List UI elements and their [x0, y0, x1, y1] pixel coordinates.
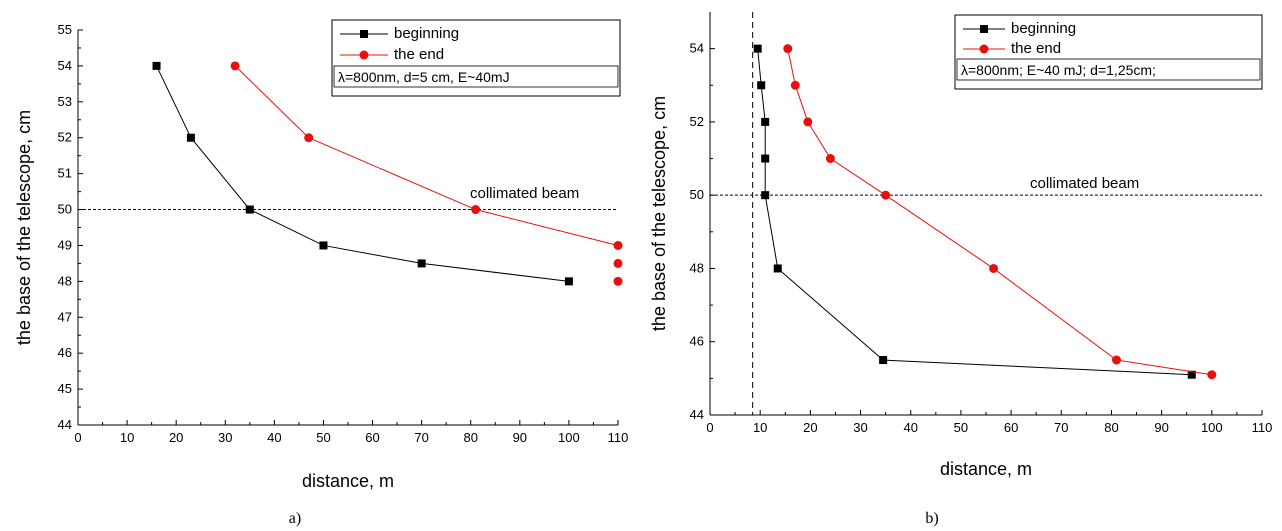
data-point-circle — [790, 80, 800, 90]
x-tick-label: 0 — [74, 430, 81, 445]
x-tick-label: 110 — [1252, 420, 1273, 435]
legend-marker-circle — [979, 44, 989, 54]
x-tick-label: 60 — [1004, 420, 1018, 435]
y-tick-label: 53 — [58, 94, 72, 109]
x-tick-label: 90 — [1154, 420, 1168, 435]
x-tick-label: 80 — [463, 430, 477, 445]
data-point-circle — [304, 133, 314, 143]
y-tick-label: 46 — [690, 334, 704, 349]
x-tick-label: 60 — [365, 430, 379, 445]
x-tick-label: 70 — [1054, 420, 1068, 435]
x-tick-label: 10 — [120, 430, 134, 445]
data-point-circle — [825, 154, 835, 164]
data-point-square — [417, 259, 426, 268]
y-tick-label: 48 — [690, 260, 704, 275]
data-point-circle — [881, 190, 891, 200]
data-point-square — [761, 191, 770, 200]
legend-label: the end — [394, 46, 444, 63]
data-point-circle — [230, 61, 240, 71]
legend-label: beginning — [1011, 20, 1076, 37]
series-line — [234, 65, 619, 246]
y-tick-label: 52 — [58, 130, 72, 145]
legend-note-box — [956, 58, 1261, 81]
x-tick-label: 40 — [267, 430, 281, 445]
x-tick-label: 10 — [753, 420, 767, 435]
y-tick-label: 48 — [58, 273, 72, 288]
y-tick-label: 45 — [58, 381, 72, 396]
x-tick-label: 30 — [853, 420, 867, 435]
y-tick-label: 50 — [58, 202, 72, 217]
x-tick-label: 20 — [803, 420, 817, 435]
legend-note: λ=800nm, d=5 cm, E~40mJ — [338, 69, 510, 85]
y-axis-title: the base of the telescope, cm — [649, 96, 669, 331]
legend-label: the end — [1011, 40, 1061, 57]
x-tick-label: 40 — [903, 420, 917, 435]
x-axis-title: distance, m — [940, 459, 1032, 479]
x-tick-label: 50 — [316, 430, 330, 445]
y-tick-label: 46 — [58, 345, 72, 360]
x-tick-label: 100 — [1201, 420, 1223, 435]
x-tick-label: 100 — [558, 430, 580, 445]
legend-marker-circle — [359, 50, 369, 60]
y-tick-label: 47 — [58, 309, 72, 324]
reference-line-label: collimated beam — [470, 185, 579, 202]
data-point-circle — [803, 117, 813, 127]
data-point-square — [753, 44, 762, 53]
y-tick-label: 54 — [58, 58, 72, 73]
x-tick-label: 70 — [414, 430, 428, 445]
data-point-circle — [613, 240, 623, 250]
x-tick-label: 90 — [513, 430, 527, 445]
data-point-square — [757, 81, 766, 90]
series-line — [156, 65, 569, 282]
y-tick-label: 44 — [58, 417, 72, 432]
series-line — [787, 48, 1212, 376]
x-tick-label: 20 — [169, 430, 183, 445]
x-tick-label: 50 — [954, 420, 968, 435]
data-point-circle — [613, 258, 623, 268]
legend-note-box — [333, 65, 619, 88]
data-point-square — [186, 133, 195, 142]
data-point-square — [319, 241, 328, 250]
data-point-square — [152, 61, 161, 70]
y-tick-label: 49 — [58, 237, 72, 252]
legend-marker-square — [980, 25, 988, 33]
y-axis-title: the base of the telescope, cm — [14, 110, 34, 345]
series-line — [757, 48, 1192, 376]
y-tick-label: 55 — [58, 22, 72, 37]
y-tick-label: 50 — [690, 187, 704, 202]
data-point-square — [564, 277, 573, 286]
data-point-square — [879, 356, 888, 365]
legend-note: λ=800nm; E~40 mJ; d=1,25cm; — [961, 62, 1156, 78]
panel-caption: a) — [289, 510, 301, 527]
chart-panel-a: 44 45 46 47 48 49 50 51 52 53 54 55 0 10 20 30 40 50 60 70 8… — [14, 19, 629, 527]
y-tick-label: 54 — [690, 41, 704, 56]
x-tick-label: 110 — [608, 430, 629, 445]
y-tick-label: 44 — [690, 407, 704, 422]
legend-box — [954, 14, 1263, 90]
data-point-circle — [1111, 355, 1121, 365]
data-point-square — [761, 154, 770, 163]
data-point-circle — [783, 44, 793, 54]
data-point-square — [773, 264, 782, 273]
chart-panel-b: 44 46 48 50 52 54 0 10 20 30 40 50 60 70 80 90 100 110 dis… — [649, 12, 1272, 527]
data-point-circle — [471, 205, 481, 215]
data-point-square — [245, 205, 254, 214]
y-tick-label: 51 — [58, 166, 72, 181]
data-point-circle — [989, 263, 999, 273]
x-tick-label: 30 — [218, 430, 232, 445]
legend-box — [331, 19, 621, 97]
x-tick-label: 80 — [1104, 420, 1118, 435]
data-point-circle — [613, 276, 623, 286]
data-point-square — [1187, 370, 1196, 379]
data-point-square — [761, 117, 770, 126]
data-point-circle — [1207, 370, 1217, 380]
y-tick-label: 52 — [690, 114, 704, 129]
x-tick-label: 0 — [706, 420, 713, 435]
reference-line-label: collimated beam — [1030, 175, 1139, 192]
panel-caption: b) — [925, 510, 938, 527]
legend-label: beginning — [394, 25, 459, 42]
legend-marker-square — [360, 30, 368, 38]
x-axis-title: distance, m — [302, 471, 394, 491]
